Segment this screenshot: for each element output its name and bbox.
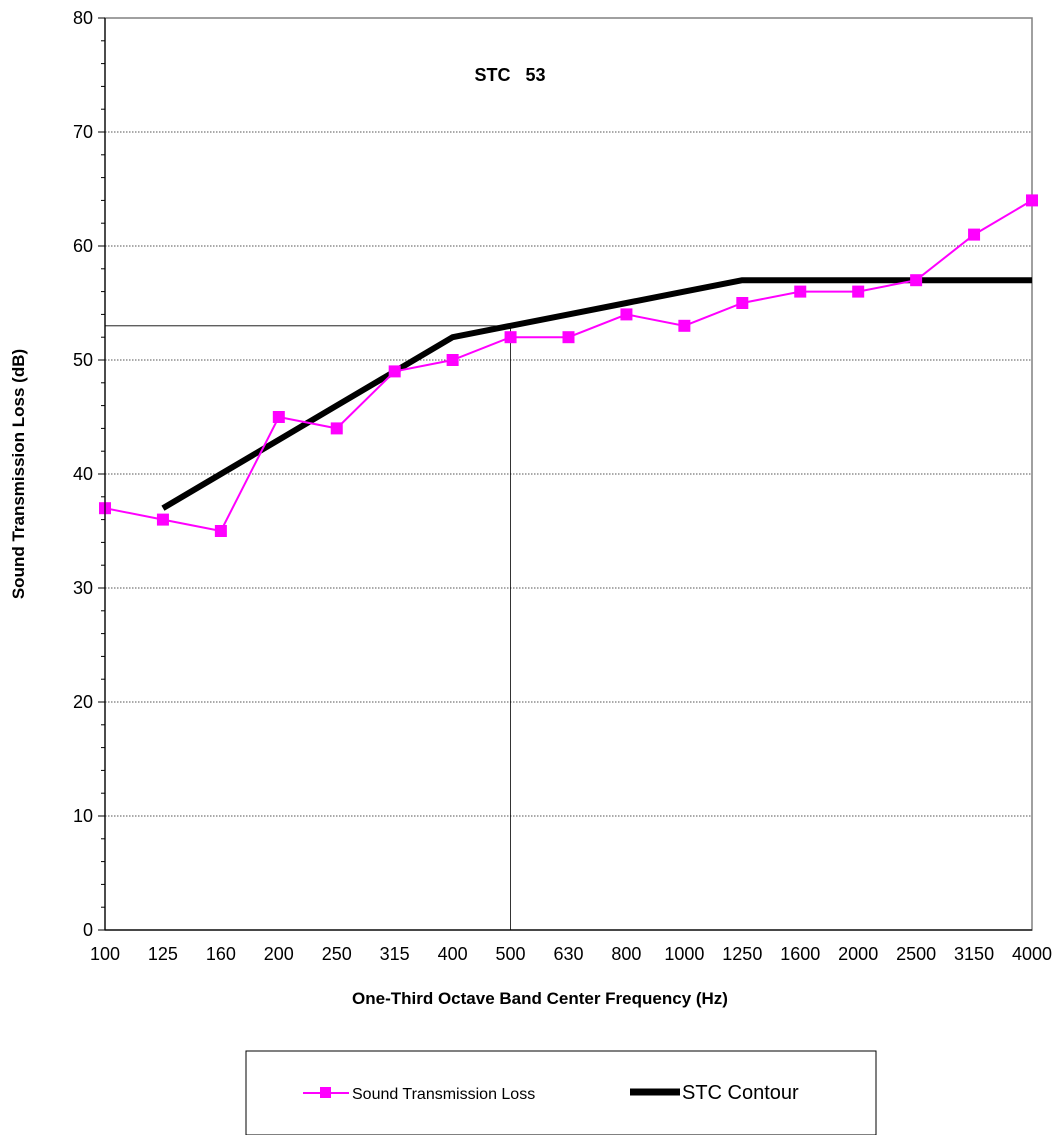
y-tick-label-80: 80 [73,8,93,28]
x-tick-label-630: 630 [553,944,583,964]
x-tick-label-1600: 1600 [780,944,820,964]
y-axis-title: Sound Transmission Loss (dB) [9,349,28,599]
x-tick-label-800: 800 [611,944,641,964]
stl-marker-125 [156,513,169,526]
stl-marker-630 [562,331,575,344]
stl-marker-2000 [852,285,865,298]
x-tick-label-1250: 1250 [722,944,762,964]
x-tick-label-500: 500 [496,944,526,964]
legend: Sound Transmission Loss STC Contour [245,1050,877,1135]
legend-swatch-stl-marker [320,1087,331,1098]
stl-marker-3150 [968,228,981,241]
x-tick-label-100: 100 [90,944,120,964]
y-tick-label-10: 10 [73,806,93,826]
y-tick-label-30: 30 [73,578,93,598]
legend-label-stl: Sound Transmission Loss [352,1086,535,1103]
x-axis-title: One-Third Octave Band Center Frequency (… [352,989,728,1008]
x-tick-label-2500: 2500 [896,944,936,964]
series-layer [99,194,1038,537]
x-tick-label-250: 250 [322,944,352,964]
x-tick-label-200: 200 [264,944,294,964]
x-tick-label-125: 125 [148,944,178,964]
y-tick-label-50: 50 [73,350,93,370]
stl-marker-1250 [736,297,749,309]
x-tick-label-400: 400 [438,944,468,964]
stc-annotation: STC 53 [474,65,545,85]
legend-box [245,1050,877,1135]
x-tick-label-3150: 3150 [954,944,994,964]
x-tick-label-1000: 1000 [664,944,704,964]
stl-marker-400 [446,354,459,366]
stl-marker-250 [330,422,343,435]
stl-marker-4000 [1026,194,1038,207]
stl-marker-200 [272,411,285,423]
x-tick-label-4000: 4000 [1012,944,1052,964]
stl-marker-315 [388,365,401,378]
legend-label-stc: STC Contour [682,1082,799,1104]
stl-marker-160 [214,525,227,537]
gridlines [105,131,1032,817]
stl-marker-500 [504,331,517,344]
stc-reference-lines [105,325,511,930]
y-tick-label-20: 20 [73,692,93,712]
stl-marker-1600 [794,285,807,298]
stl-marker-1000 [678,319,691,332]
y-tick-label-0: 0 [83,920,93,940]
y-tick-label-70: 70 [73,122,93,142]
y-tick-label-40: 40 [73,464,93,484]
x-tick-label-315: 315 [380,944,410,964]
stl-marker-2500 [910,274,923,287]
x-axis-tick-labels: 100 125 160 200 250 315 400 500 630 800 1000 1250 16… [90,944,1052,964]
y-axis-ticks: 0 10 20 30 40 50 60 70 80 [73,8,105,940]
stl-marker-800 [620,308,633,321]
y-tick-label-60: 60 [73,236,93,256]
x-tick-label-160: 160 [206,944,236,964]
x-tick-label-2000: 2000 [838,944,878,964]
